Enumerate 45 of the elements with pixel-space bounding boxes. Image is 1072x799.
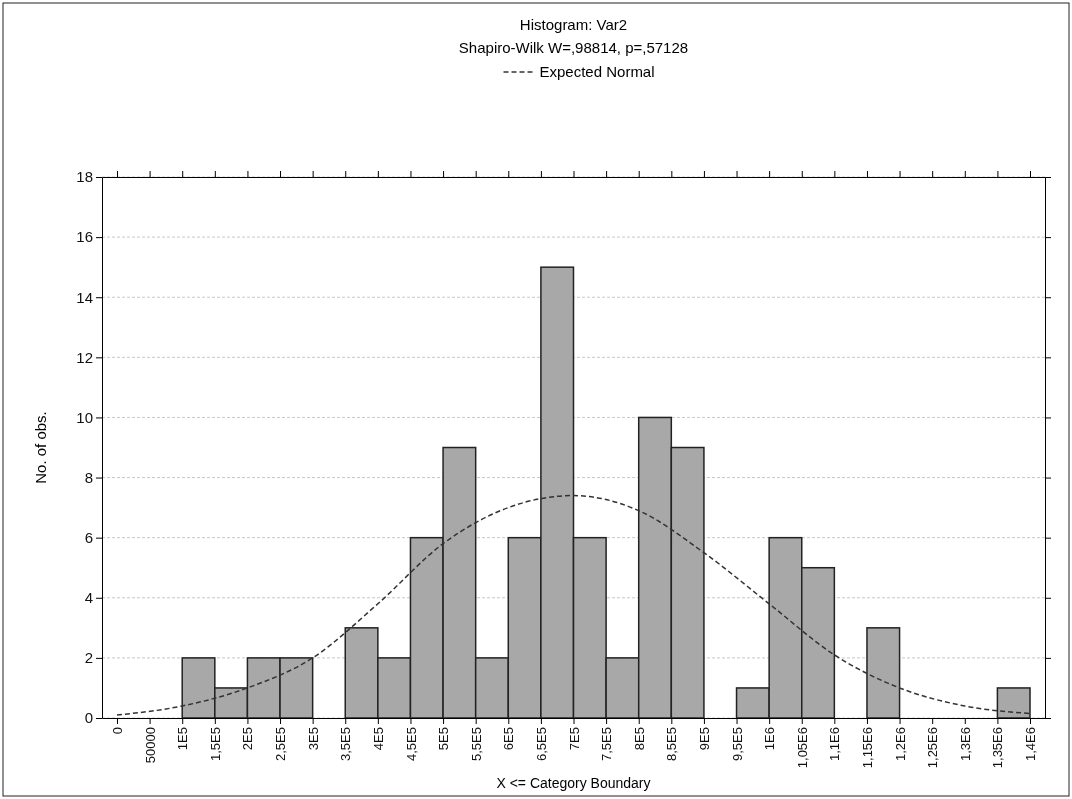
y-axis-title: No. of obs. <box>32 411 49 484</box>
x-tick-label: 5E5 <box>436 727 452 751</box>
x-tick-label: 6E5 <box>501 727 517 751</box>
y-tick-label: 18 <box>76 168 93 186</box>
x-tick-label: 1,5E5 <box>207 727 223 761</box>
x-tick-label: 6,5E5 <box>533 727 549 761</box>
x-tick-label: 3E5 <box>305 727 321 751</box>
x-tick-label: 1,05E6 <box>794 727 810 769</box>
x-tick-label: 0 <box>110 727 126 735</box>
x-axis-title: X <= Category Boundary <box>496 775 651 791</box>
x-tick-label: 1E6 <box>762 727 778 751</box>
x-tick-label: 9E5 <box>696 727 712 751</box>
x-tick-label: 4,5E5 <box>403 727 419 761</box>
x-tick-label: 2E5 <box>240 727 256 751</box>
y-tick-label: 2 <box>84 649 93 667</box>
x-tick-label: 9,5E5 <box>729 727 745 761</box>
line-series <box>116 494 1031 716</box>
chart-subtitle: Shapiro-Wilk W=,98814, p=,57128 <box>458 39 689 56</box>
y-tick-label: 12 <box>76 348 93 366</box>
x-tick-label: 50000 <box>142 727 158 764</box>
y-tick-label: 6 <box>84 528 93 546</box>
y-tick-label: 0 <box>84 709 93 727</box>
x-tick-label: 8,5E5 <box>664 727 680 761</box>
y-tick-label: 10 <box>76 408 93 426</box>
x-tick-label: 1E5 <box>175 727 191 751</box>
x-tick-label: 1,25E6 <box>925 727 941 769</box>
x-tick-label: 5,5E5 <box>468 727 484 761</box>
x-tick-label: 3,5E5 <box>338 727 354 761</box>
x-tick-label: 1,35E6 <box>990 727 1006 769</box>
x-tick-label: 7,5E5 <box>599 727 615 761</box>
x-tick-label: 1,2E6 <box>892 727 908 761</box>
x-tick-label: 8E5 <box>631 727 647 751</box>
y-tick-label: 16 <box>76 228 93 246</box>
chart-title: Histogram: Var2 <box>519 16 628 33</box>
legend-label: Expected Normal <box>539 63 655 80</box>
y-tick-label: 8 <box>84 468 93 486</box>
y-tick-label: 4 <box>84 589 93 607</box>
x-tick-label: 7E5 <box>566 727 582 751</box>
x-tick-label: 1,1E6 <box>827 727 843 761</box>
x-tick-label: 1,15E6 <box>860 727 876 769</box>
x-tick-label: 1,4E6 <box>1023 727 1039 761</box>
x-tick-label: 4E5 <box>370 727 386 751</box>
x-tick-label: 2,5E5 <box>273 727 289 761</box>
y-tick-label: 14 <box>76 288 93 306</box>
x-tick-label: 1,3E6 <box>957 727 973 761</box>
